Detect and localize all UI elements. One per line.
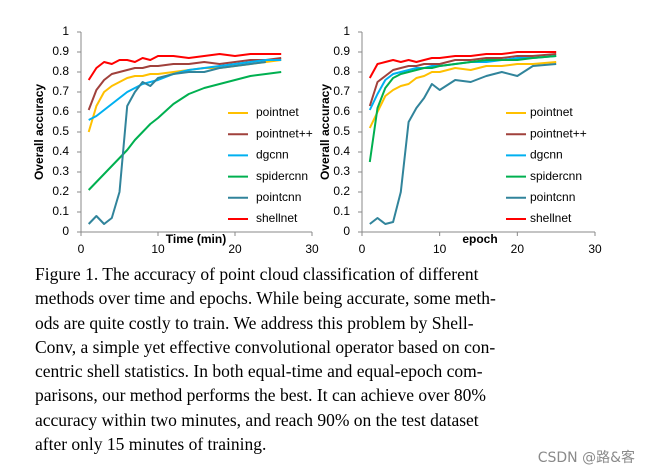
y-tick-label: 1 xyxy=(343,24,350,38)
caption-line: Conv, a simple yet effective convolution… xyxy=(35,336,496,357)
x-tick-label: 30 xyxy=(305,242,319,256)
watermark: CSDN @路&客 xyxy=(537,450,635,466)
y-tick-label: 0.3 xyxy=(333,164,350,178)
series-line xyxy=(369,63,557,225)
x-tick-label: 20 xyxy=(511,242,525,256)
legend-label: pointnet++ xyxy=(256,126,313,140)
caption-line: Figure 1. The accuracy of point cloud cl… xyxy=(35,264,479,284)
x-tick-label: 10 xyxy=(433,242,447,256)
y-tick-label: 0.9 xyxy=(333,44,350,58)
legend-label: pointnet xyxy=(256,105,299,119)
legend-label: dgcnn xyxy=(256,148,289,162)
caption-line: ods are quite costly to train. We addres… xyxy=(35,312,474,333)
legend-label: dgcnn xyxy=(530,148,563,162)
y-tick-label: 1 xyxy=(62,24,69,38)
y-tick-label: 0 xyxy=(62,224,69,238)
y-tick-label: 0.8 xyxy=(333,64,350,78)
y-tick-label: 0.8 xyxy=(52,64,69,78)
x-tick-label: 20 xyxy=(228,242,242,256)
y-tick-label: 0.4 xyxy=(333,144,350,158)
series-line xyxy=(87,57,282,111)
y-tick-label: 0.2 xyxy=(333,184,350,198)
y-tick-label: 0.1 xyxy=(52,204,69,218)
y-tick-label: 0.5 xyxy=(333,124,350,138)
caption-line: centric shell statistics. In both equal-… xyxy=(35,361,483,382)
y-tick-label: 0.6 xyxy=(52,104,69,118)
caption-line: after only 15 minutes of training. xyxy=(35,434,267,455)
y-tick-label: 0.7 xyxy=(333,84,350,98)
caption-line: methods over time and epochs. While bein… xyxy=(35,288,496,309)
series-line xyxy=(88,59,282,121)
series-line xyxy=(87,61,266,225)
series-line xyxy=(368,53,557,107)
y-tick-label: 0.5 xyxy=(52,124,69,138)
series-line xyxy=(368,55,557,163)
x-axis-label: epoch xyxy=(462,232,497,246)
legend-label: shellnet xyxy=(530,211,572,225)
y-axis-label: Overall accuracy xyxy=(32,84,46,180)
x-tick-label: 0 xyxy=(359,242,366,256)
caption: Figure 1. The accuracy of point cloud cl… xyxy=(35,262,635,456)
figure: 00.10.20.30.40.50.60.70.80.910 10 20 30Over… xyxy=(32,24,602,256)
series-line xyxy=(368,51,557,79)
y-tick-label: 0.7 xyxy=(52,84,69,98)
y-tick-label: 0.3 xyxy=(52,164,69,178)
series-line xyxy=(368,61,557,129)
series-line xyxy=(87,53,282,81)
legend-label: spidercnn xyxy=(530,169,582,183)
legend-label: pointcnn xyxy=(256,190,301,204)
legend-label: pointcnn xyxy=(530,190,575,204)
legend-label: pointnet++ xyxy=(530,126,587,140)
x-tick-label: 30 xyxy=(588,242,602,256)
y-axis-label: Overall accuracy xyxy=(318,84,332,180)
y-tick-label: 0.1 xyxy=(333,204,350,218)
legend-label: spidercnn xyxy=(256,169,308,183)
y-tick-label: 0.4 xyxy=(52,144,69,158)
y-tick-label: 0.2 xyxy=(52,184,69,198)
series-line xyxy=(87,71,282,191)
caption-line: accuracy within two minutes, and reach 9… xyxy=(35,409,479,430)
y-tick-label: 0 xyxy=(343,224,350,238)
caption-line: parisons, our method performs the best. … xyxy=(35,385,486,406)
x-tick-label: 0 xyxy=(78,242,85,256)
legend-label: pointnet xyxy=(530,105,573,119)
x-tick-label: 10 xyxy=(151,242,165,256)
y-tick-label: 0.6 xyxy=(333,104,350,118)
x-axis-label: Time (min) xyxy=(166,232,226,246)
y-tick-label: 0.9 xyxy=(52,44,69,58)
legend-label: shellnet xyxy=(256,211,298,225)
